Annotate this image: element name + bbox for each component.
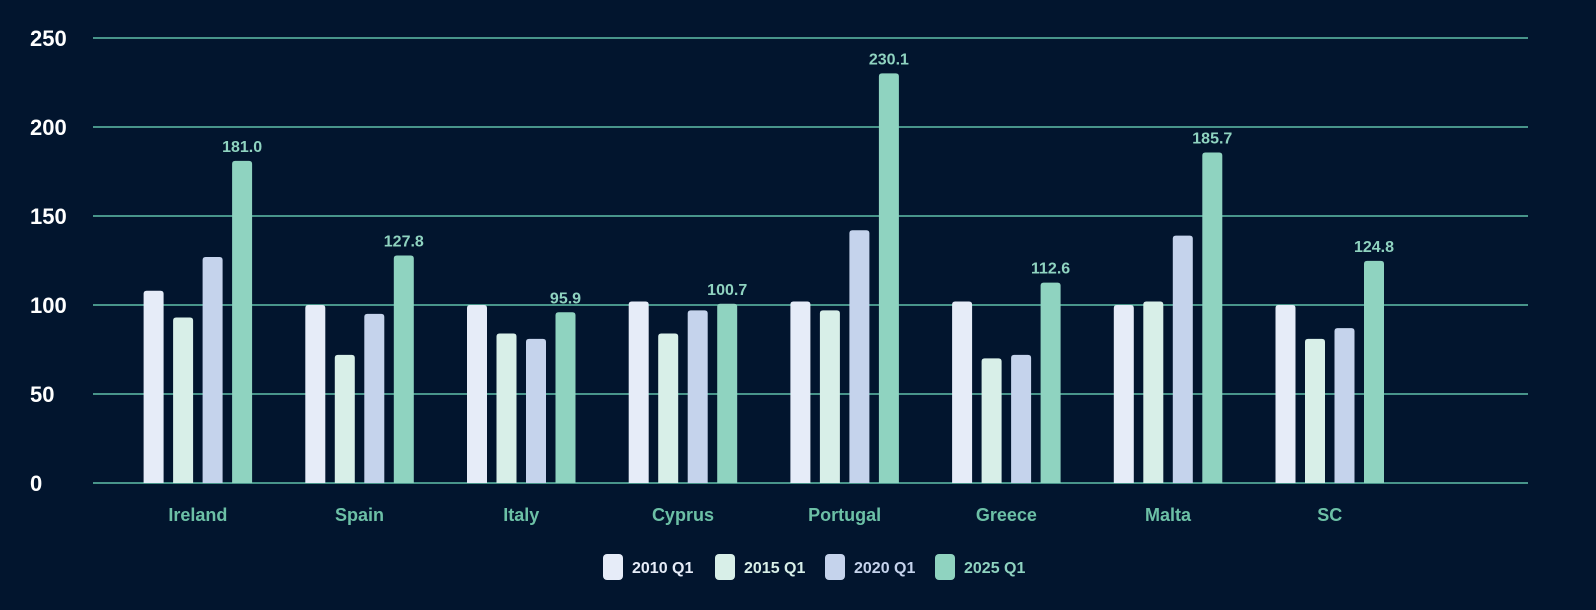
y-tick-label: 150	[30, 204, 67, 229]
bar-sc-2020-q1	[1334, 328, 1355, 483]
bar-spain-2020-q1	[364, 313, 385, 483]
bar-cyprus-2025-q1	[717, 303, 738, 483]
legend: 2010 Q1 2015 Q1 2020 Q1 2025 Q1	[603, 554, 1025, 580]
x-tick-label: SC	[1317, 505, 1342, 525]
x-tick-label: Ireland	[168, 505, 227, 525]
bar-spain-2015-q1	[334, 354, 355, 483]
bar-sc-2015-q1	[1305, 338, 1325, 483]
bar-portugal-2025-q1	[878, 73, 899, 483]
y-tick-label: 100	[30, 293, 67, 318]
bar-italy-2010-q1	[467, 305, 487, 483]
bars: 181.0 127.8 95.9 100.7 230.1 112.6 185.7 124.8	[143, 51, 1394, 484]
bar-sc-2025-q1	[1364, 260, 1384, 483]
x-tick-label: Greece	[976, 505, 1037, 525]
x-tick-label: Cyprus	[652, 505, 714, 525]
bar-ireland-2025-q1	[232, 160, 253, 483]
x-tick-label: Malta	[1145, 505, 1192, 525]
bar-greece-2015-q1	[981, 358, 1002, 483]
data-label: 185.7	[1192, 130, 1232, 147]
bar-italy-2020-q1	[526, 338, 546, 483]
legend-swatch	[603, 554, 623, 580]
data-label: 230.1	[869, 51, 909, 68]
bar-ireland-2010-q1	[143, 290, 164, 483]
bar-greece-2025-q1	[1040, 282, 1061, 483]
bar-greece-2020-q1	[1011, 354, 1032, 483]
bar-malta-2025-q1	[1202, 152, 1223, 484]
bar-sc-2010-q1	[1275, 305, 1296, 483]
bar-malta-2020-q1	[1172, 235, 1193, 483]
data-label: 112.6	[1031, 261, 1070, 278]
bar-spain-2010-q1	[305, 305, 326, 483]
y-tick-label: 250	[30, 26, 67, 51]
x-tick-label: Spain	[335, 505, 384, 525]
bar-ireland-2020-q1	[202, 256, 223, 483]
bar-portugal-2010-q1	[790, 301, 811, 483]
y-tick-label: 200	[30, 115, 67, 140]
bar-italy-2015-q1	[496, 333, 517, 483]
legend-label: 2020 Q1	[854, 560, 915, 577]
data-label: 127.8	[384, 234, 424, 251]
y-tick-label: 0	[30, 471, 42, 496]
data-label: 95.9	[550, 290, 581, 307]
data-label: 100.7	[707, 282, 747, 299]
bar-portugal-2020-q1	[849, 230, 870, 483]
bar-cyprus-2020-q1	[687, 310, 708, 483]
data-label: 181.0	[222, 139, 262, 156]
legend-label: 2010 Q1	[632, 560, 693, 577]
x-tick-label: Italy	[503, 505, 539, 525]
bar-spain-2025-q1	[393, 255, 414, 483]
legend-label: 2025 Q1	[964, 560, 1025, 577]
x-axis-ticks: Ireland Spain Italy Cyprus Portugal Greece Mal…	[168, 505, 1342, 525]
bar-malta-2010-q1	[1113, 305, 1134, 483]
bar-ireland-2015-q1	[173, 317, 194, 483]
y-tick-label: 50	[30, 382, 54, 407]
bar-greece-2010-q1	[952, 301, 973, 483]
bar-cyprus-2010-q1	[628, 301, 649, 483]
bar-malta-2015-q1	[1143, 301, 1164, 483]
bar-cyprus-2015-q1	[658, 333, 679, 483]
legend-item: 2020 Q1	[825, 554, 915, 580]
legend-swatch	[825, 554, 845, 580]
legend-item: 2010 Q1	[603, 554, 693, 580]
legend-swatch	[715, 554, 735, 580]
legend-label: 2015 Q1	[744, 560, 805, 577]
legend-item: 2015 Q1	[715, 554, 805, 580]
x-tick-label: Portugal	[808, 505, 881, 525]
legend-item: 2025 Q1	[935, 554, 1025, 580]
data-label: 124.8	[1354, 239, 1394, 256]
legend-swatch	[935, 554, 955, 580]
bar-italy-2025-q1	[555, 312, 576, 483]
bar-portugal-2015-q1	[819, 310, 840, 483]
y-axis-ticks: 0 50 100 150 200 250	[30, 26, 67, 496]
